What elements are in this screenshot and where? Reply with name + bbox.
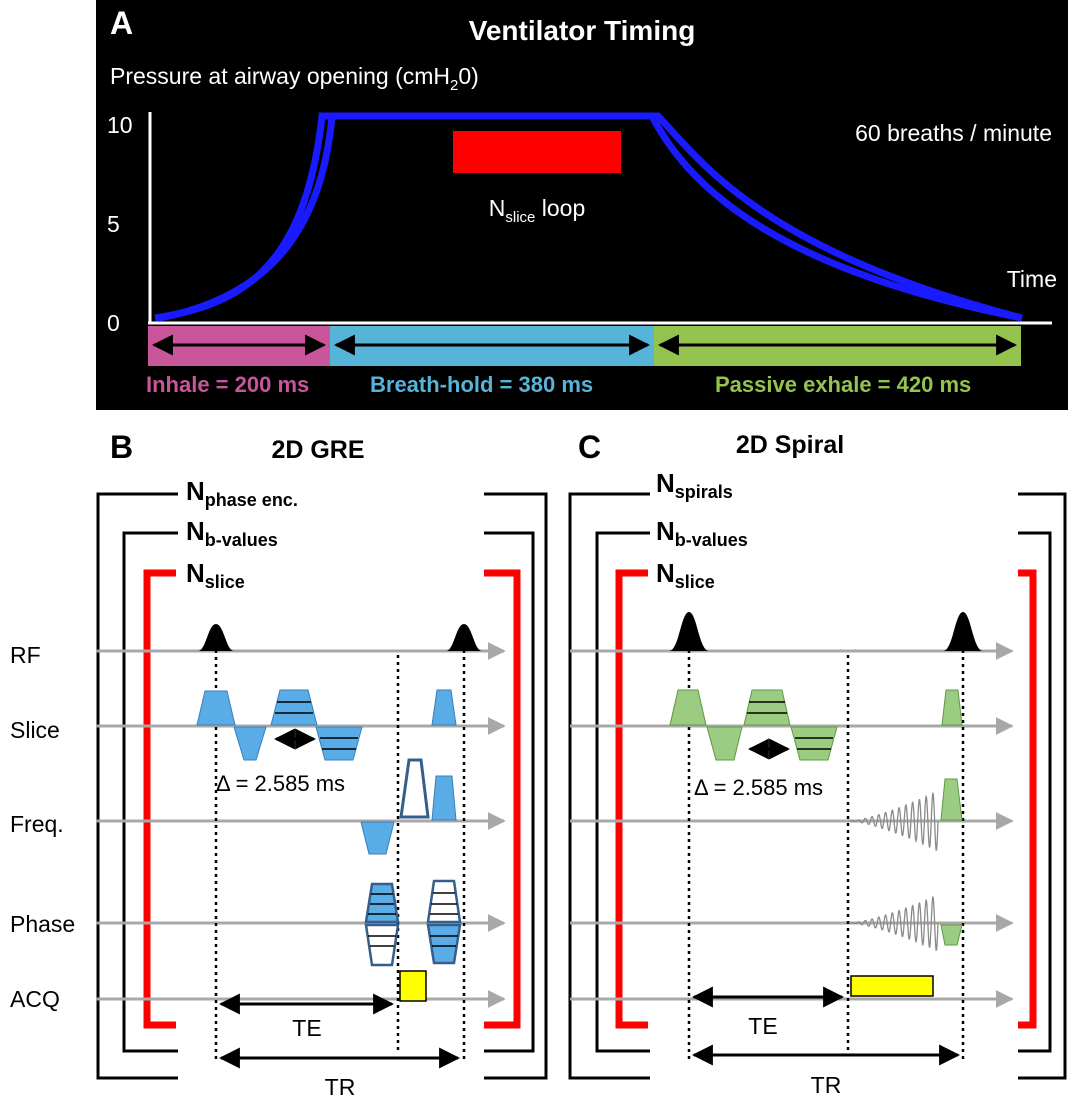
exhale-label: Passive exhale = 420 ms: [715, 372, 971, 397]
spiral-phase-spoiler: [940, 924, 963, 946]
phase-rewinder-neg: [426, 923, 462, 965]
loop-label-slice: Nslice: [186, 558, 245, 592]
spiral-diffusion-2: [790, 726, 838, 761]
panel-a-ylabel: Pressure at airway opening (cmH20): [110, 63, 479, 94]
row-label-acq: ACQ: [10, 986, 60, 1012]
loop-bracket-outer-left: [96, 492, 178, 1080]
loop-bracket-outer-right: [484, 492, 548, 1080]
loop-bracket-slice-left: [143, 569, 176, 1029]
delta-label: Δ = 2.585 ms: [216, 771, 345, 796]
slice-select-gradient: [196, 690, 236, 726]
acq-window: [399, 970, 427, 1002]
panel-b: B 2D GRE Nphase enc. Nb-values Nslice: [96, 429, 548, 1100]
panel-c-title: 2D Spiral: [736, 431, 844, 459]
spiral-diffusion-1: [743, 689, 791, 726]
pressure-curve-band: [159, 115, 336, 322]
panel-a-label: A: [110, 5, 133, 41]
loop-label-slice-spiral: Nslice: [656, 558, 715, 592]
spiral-slice-end: [941, 689, 963, 726]
panel-b-title: 2D GRE: [271, 436, 364, 464]
tr-label: TR: [325, 1074, 356, 1100]
diffusion-gradient-2: [315, 726, 363, 761]
panel-c-label: C: [578, 429, 601, 465]
rf-pulse-2: [446, 624, 482, 651]
loop-bracket-middle-right: [484, 531, 535, 1053]
loop-label-phase-enc: Nphase enc.: [186, 476, 298, 510]
row-label-phase: Phase: [10, 911, 75, 937]
spiral-bracket-slice-left: [615, 569, 648, 1029]
loop-label-spirals: Nspirals: [656, 468, 733, 502]
spiral-bracket-slice-right: [1018, 569, 1037, 1029]
spiral-tr-label: TR: [811, 1072, 842, 1098]
breath-rate: 60 breaths / minute: [855, 120, 1052, 146]
slice-rephaser: [233, 726, 267, 761]
row-labels: RF Slice Freq. Phase ACQ: [10, 642, 75, 1012]
freq-prephaser: [360, 821, 395, 855]
spiral-delta-label: Δ = 2.585 ms: [694, 775, 823, 800]
spiral-bracket-outer-left: [568, 492, 650, 1080]
pressure-curve-band-exhale: [648, 114, 1023, 322]
slice-gradient-end: [431, 689, 457, 726]
spiral-slice-select: [669, 689, 707, 726]
y-tick-0: 0: [107, 310, 120, 336]
panel-a-title: Ventilator Timing: [469, 15, 696, 46]
spiral-te-label: TE: [748, 1013, 777, 1039]
time-axis-label: Time: [1007, 266, 1057, 292]
spiral-rf-pulse-1: [669, 612, 709, 651]
y-tick-10: 10: [107, 112, 133, 138]
loop-label-b-values: Nb-values: [186, 516, 278, 550]
loop-label-b-values-spiral: Nb-values: [656, 516, 748, 550]
panel-b-label: B: [110, 429, 133, 465]
phase-encode-neg: [364, 923, 400, 967]
loop-bracket-slice-right: [484, 569, 521, 1029]
breath-hold-label: Breath-hold = 380 ms: [370, 372, 593, 397]
row-label-slice: Slice: [10, 717, 60, 743]
spiral-freq-waveform: [850, 791, 939, 851]
phase-rewinder-pos: [426, 879, 462, 924]
freq-spoiler: [431, 775, 457, 821]
rf-pulse-1: [198, 624, 234, 651]
y-tick-5: 5: [107, 211, 120, 237]
readout-gradient: [399, 758, 430, 819]
spiral-acq-window: [850, 975, 934, 997]
spiral-freq-spoiler: [940, 778, 963, 821]
panel-a: A Ventilator Timing Pressure at airway o…: [96, 0, 1068, 410]
spiral-slice-rephaser: [706, 726, 743, 761]
diffusion-gradient-1: [270, 689, 318, 726]
row-label-freq: Freq.: [10, 811, 64, 837]
nslice-loop-bar: [453, 131, 621, 173]
spiral-phase-waveform: [850, 895, 939, 952]
spiral-rf-pulse-2: [943, 612, 983, 651]
loop-bracket-middle-left: [122, 531, 178, 1053]
row-label-rf: RF: [10, 642, 41, 668]
panel-c: C 2D Spiral Nspirals Nb-values Nslice Δ …: [568, 429, 1067, 1098]
te-label: TE: [292, 1015, 321, 1041]
spiral-bracket-middle-right: [1018, 531, 1052, 1053]
inhale-label: Inhale = 200 ms: [146, 372, 309, 397]
phase-encode-pos: [364, 882, 400, 924]
nslice-loop-label: Nslice loop: [489, 195, 586, 226]
spiral-bracket-outer-right: [1018, 492, 1067, 1080]
spiral-bracket-middle-left: [595, 531, 650, 1053]
